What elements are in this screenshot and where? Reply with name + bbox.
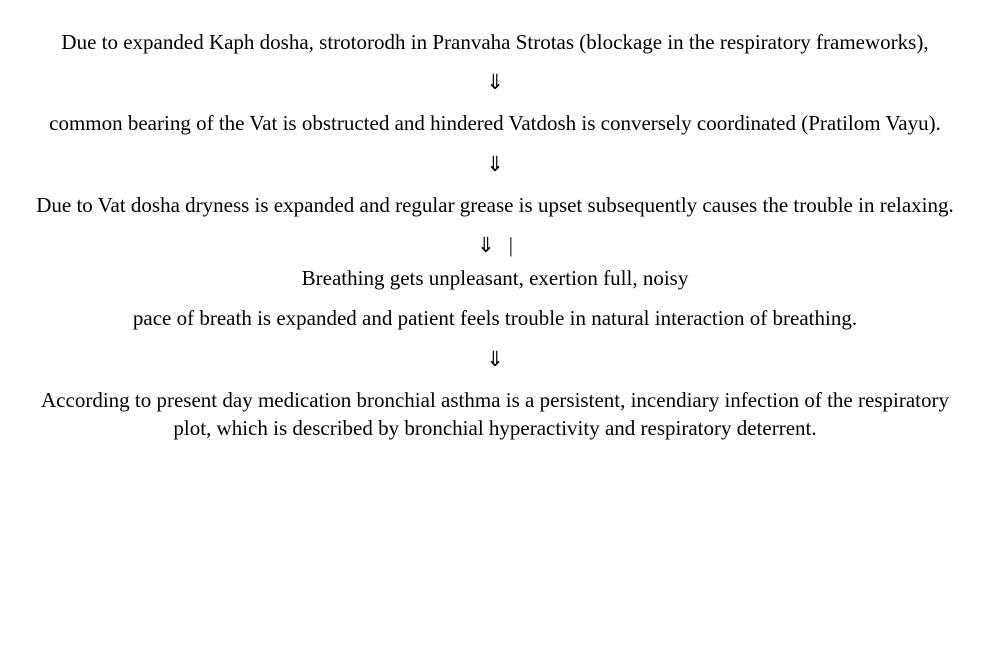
flow-arrow-2: ⇓ — [28, 154, 962, 175]
flow-step-4a: Breathing gets unpleasant, exertion full… — [28, 264, 962, 292]
flow-arrow-1: ⇓ — [28, 72, 962, 93]
vertical-bar-icon: | — [509, 235, 513, 256]
flow-step-1: Due to expanded Kaph dosha, strotorodh i… — [28, 28, 962, 56]
down-double-arrow-icon: ⇓ — [486, 72, 504, 93]
down-double-arrow-icon: ⇓ — [486, 154, 504, 175]
flow-step-4b: pace of breath is expanded and patient f… — [28, 304, 962, 332]
down-double-arrow-icon: ⇓ — [477, 235, 495, 256]
flowchart-container: Due to expanded Kaph dosha, strotorodh i… — [0, 0, 990, 669]
flow-arrow-4: ⇓ — [28, 349, 962, 370]
flow-step-2: common bearing of the Vat is obstructed … — [28, 109, 962, 137]
flow-step-5: According to present day medication bron… — [28, 386, 962, 443]
flow-step-3: Due to Vat dosha dryness is expanded and… — [28, 191, 962, 219]
down-double-arrow-icon: ⇓ — [486, 349, 504, 370]
flow-arrow-3: ⇓| — [28, 235, 962, 256]
